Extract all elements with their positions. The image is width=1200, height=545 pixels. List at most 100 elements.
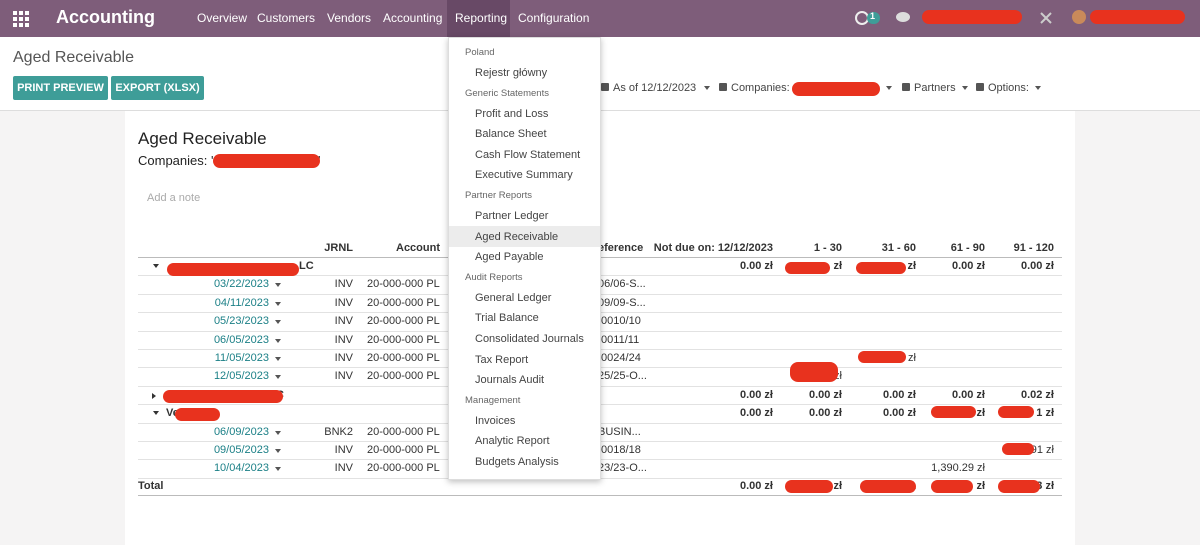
line-date[interactable]: 05/23/2023 bbox=[213, 315, 269, 328]
filter-button[interactable]: As of 12/12/2023 bbox=[613, 82, 697, 94]
expand-caret[interactable] bbox=[152, 392, 156, 399]
filter-button[interactable]: Options: bbox=[988, 82, 1029, 94]
reference: 25/25-O... bbox=[598, 370, 647, 383]
menu-item[interactable]: General Ledger bbox=[475, 291, 552, 304]
column-header: 31 - 60 bbox=[881, 242, 916, 254]
redaction bbox=[858, 351, 906, 363]
filter-icon bbox=[976, 83, 984, 91]
menu-item[interactable]: Trial Balance bbox=[475, 312, 539, 325]
reference: 09/09-S... bbox=[598, 296, 646, 309]
nav-menu-item[interactable]: Accounting bbox=[383, 11, 443, 25]
menu-item[interactable]: Cash Flow Statement bbox=[475, 148, 581, 161]
button[interactable]: PRINT PREVIEW bbox=[13, 76, 108, 100]
nav-menu-item[interactable]: Overview bbox=[197, 11, 248, 25]
active-item-bg bbox=[449, 226, 600, 247]
redaction bbox=[790, 362, 838, 382]
caret[interactable] bbox=[275, 301, 281, 306]
menu-item[interactable]: Aged Payable bbox=[475, 251, 544, 264]
caret[interactable] bbox=[275, 467, 281, 472]
line-date[interactable]: 12/05/2023 bbox=[213, 370, 269, 383]
filter-icon bbox=[719, 83, 727, 91]
column-header: Account bbox=[396, 242, 440, 254]
menu-section: Poland bbox=[465, 47, 495, 58]
menu-item[interactable]: Profit and Loss bbox=[475, 107, 549, 120]
reference: /0010/10 bbox=[598, 315, 641, 328]
caret[interactable] bbox=[704, 86, 710, 90]
nav-menu-item[interactable]: Reporting bbox=[455, 11, 508, 25]
amount: 0.00 zł bbox=[882, 407, 916, 420]
nav-menu-item[interactable]: Vendors bbox=[327, 11, 372, 25]
amount: 0.00 zł bbox=[951, 388, 985, 401]
menu-section: Management bbox=[465, 394, 521, 406]
account: 20-000-000 PL bbox=[367, 278, 440, 291]
amount: 0.00 zł bbox=[808, 388, 842, 401]
amount: 0.00 zł bbox=[739, 260, 773, 272]
line-date[interactable]: 09/05/2023 bbox=[213, 444, 269, 456]
caret[interactable] bbox=[275, 320, 281, 325]
chat-icon[interactable] bbox=[895, 11, 911, 25]
filter-button[interactable]: Partners bbox=[914, 82, 956, 94]
line-date[interactable]: 03/22/2023 bbox=[213, 278, 269, 291]
caret[interactable] bbox=[275, 375, 281, 380]
button[interactable]: EXPORT (XLSX) bbox=[111, 76, 204, 100]
amount: 0.00 zł bbox=[808, 407, 842, 420]
amount: zł bbox=[833, 260, 842, 272]
amount: zł bbox=[907, 260, 916, 272]
amount: zł bbox=[834, 370, 842, 383]
menu-item[interactable]: Invoices bbox=[475, 414, 516, 427]
menu-item[interactable]: Aged Receivable bbox=[475, 230, 559, 243]
caret[interactable] bbox=[275, 449, 281, 453]
column-header: 1 - 30 bbox=[813, 242, 842, 254]
filter-button[interactable]: Companies: bbox=[731, 82, 790, 94]
line-date[interactable]: 06/05/2023 bbox=[213, 333, 269, 346]
line-date[interactable]: 06/09/2023 bbox=[213, 425, 269, 438]
column-header: 61 - 90 bbox=[950, 242, 985, 254]
activity-icon[interactable] bbox=[855, 10, 881, 26]
amount: zł bbox=[908, 352, 916, 364]
reference: /0018/18 bbox=[598, 444, 641, 456]
apps-icon[interactable] bbox=[13, 11, 29, 27]
report-title: Aged Receivable bbox=[138, 129, 267, 148]
menu-item[interactable]: Tax Report bbox=[475, 353, 529, 366]
journal: INV bbox=[334, 278, 353, 291]
caret[interactable] bbox=[962, 86, 968, 90]
menu-item[interactable]: Executive Summary bbox=[475, 169, 573, 182]
amount: 0.00 zł bbox=[882, 388, 916, 401]
caret[interactable] bbox=[275, 283, 281, 288]
expand-caret[interactable] bbox=[153, 264, 159, 268]
filter-icon bbox=[902, 83, 910, 91]
menu-item[interactable]: Balance Sheet bbox=[475, 128, 547, 141]
amount: 0.00 zł bbox=[739, 388, 773, 401]
caret[interactable] bbox=[275, 430, 281, 435]
line-date[interactable]: 10/04/2023 bbox=[213, 462, 269, 475]
report-companies: Companies: ' bbox=[138, 153, 214, 168]
account: 20-000-000 PL bbox=[367, 425, 440, 438]
menu-item[interactable]: Consolidated Journals bbox=[475, 333, 584, 345]
avatar[interactable] bbox=[1072, 10, 1086, 24]
menu-item[interactable]: Journals Audit bbox=[475, 374, 545, 387]
journal: INV bbox=[334, 333, 353, 346]
expand-caret[interactable] bbox=[153, 411, 159, 416]
caret[interactable] bbox=[275, 357, 281, 361]
journal: INV bbox=[334, 444, 353, 456]
line-date[interactable]: 11/05/2023 bbox=[214, 352, 269, 364]
amount: 91 zł bbox=[1030, 444, 1054, 456]
caret[interactable] bbox=[886, 86, 892, 90]
menu-item[interactable]: Analytic Report bbox=[475, 435, 550, 448]
nav-menu-item[interactable]: Configuration bbox=[518, 11, 590, 25]
caret[interactable] bbox=[275, 338, 281, 343]
amount: 0.00 zł bbox=[951, 260, 985, 272]
column-header: Not due on: 12/12/2023 bbox=[653, 242, 773, 254]
menu-item[interactable]: Budgets Analysis bbox=[475, 456, 559, 468]
amount: zł bbox=[833, 480, 842, 492]
column-header: JRNL bbox=[324, 242, 353, 254]
journal: INV bbox=[334, 296, 353, 309]
menu-item[interactable]: Rejestr główny bbox=[475, 67, 548, 79]
partner-name[interactable]: LC bbox=[299, 260, 314, 272]
caret[interactable] bbox=[1035, 86, 1041, 90]
nav-menu-item[interactable]: Customers bbox=[257, 11, 316, 25]
close-icon[interactable] bbox=[1040, 12, 1052, 24]
note[interactable]: Add a note bbox=[147, 192, 201, 204]
line-date[interactable]: 04/11/2023 bbox=[214, 296, 269, 309]
menu-item[interactable]: Partner Ledger bbox=[475, 210, 549, 222]
